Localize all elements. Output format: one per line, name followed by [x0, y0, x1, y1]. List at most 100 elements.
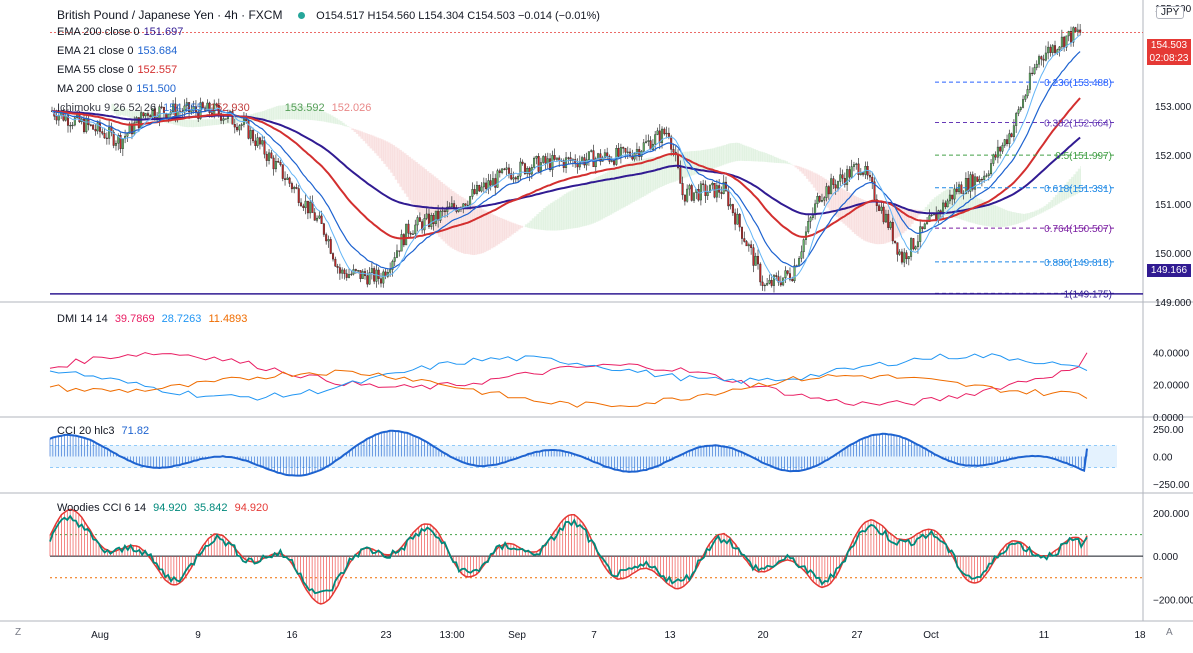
ichimoku-cloud: [397, 148, 400, 184]
ichimoku-cloud: [659, 155, 663, 188]
x-tick-label: 18: [1134, 630, 1146, 641]
ichimoku-cloud: [127, 109, 130, 118]
candle: [987, 173, 990, 176]
ichimoku-cloud: [362, 132, 366, 142]
candle: [73, 117, 76, 126]
ichimoku-cloud: [175, 117, 178, 126]
ichimoku-cloud: [751, 148, 754, 162]
candle: [304, 200, 307, 208]
indicator-legend-0: EMA 200 close 0 151.697: [57, 25, 187, 39]
ichimoku-cloud: [636, 160, 640, 200]
candle: [485, 182, 488, 190]
candle: [71, 124, 74, 127]
ichimoku-cloud: [757, 151, 761, 162]
ichimoku-cloud: [764, 153, 768, 163]
candle: [715, 185, 718, 198]
candle: [622, 147, 625, 149]
ichimoku-cloud: [264, 110, 268, 121]
candle: [1044, 52, 1047, 61]
candle: [759, 263, 762, 283]
woodies-tick-label: 200.000: [1153, 509, 1190, 520]
ichimoku-cloud: [1011, 211, 1015, 226]
ichimoku-cloud: [467, 201, 471, 255]
ichimoku-cloud: [358, 130, 361, 137]
candle: [94, 129, 97, 132]
candle: [1042, 58, 1045, 61]
candle: [277, 161, 280, 163]
ichimoku-cloud: [289, 104, 293, 120]
ichimoku-cloud: [911, 209, 914, 224]
candle: [747, 244, 750, 247]
ichimoku-cloud: [687, 151, 690, 177]
dmi-adx-value: 11.4893: [208, 313, 248, 325]
candle: [350, 273, 353, 276]
candle: [306, 200, 309, 214]
ichimoku-cloud: [476, 206, 480, 255]
auto-scale-button[interactable]: A: [1166, 627, 1173, 638]
ichimoku-cloud: [481, 209, 485, 254]
candle: [85, 118, 88, 133]
candle: [722, 181, 725, 194]
ichimoku-cloud: [1000, 207, 1003, 227]
candle: [738, 213, 741, 228]
ichimoku-cloud: [305, 106, 309, 120]
ichimoku-cloud: [550, 202, 553, 231]
ichimoku-cloud: [604, 172, 608, 218]
candle: [1017, 109, 1020, 114]
candle: [464, 203, 467, 206]
candle: [400, 234, 403, 252]
ichimoku-cloud: [444, 185, 448, 244]
candle: [793, 265, 796, 282]
candle: [578, 161, 581, 168]
candle: [418, 217, 421, 222]
candle: [338, 267, 341, 274]
ichimoku-cloud: [465, 199, 469, 254]
ichimoku-cloud: [579, 185, 583, 227]
candle: [297, 188, 300, 203]
candle: [951, 194, 954, 200]
candle: [233, 124, 236, 128]
ichimoku-cloud: [1050, 199, 1054, 208]
ichimoku-cloud: [1029, 212, 1033, 219]
candle: [848, 169, 851, 178]
candle: [960, 184, 963, 194]
candle: [448, 206, 451, 208]
candle: [903, 252, 906, 263]
ichimoku-cloud: [534, 216, 537, 230]
ichimoku-cloud: [769, 154, 773, 163]
x-tick-label: 16: [286, 630, 298, 641]
ichimoku-cloud: [189, 119, 192, 128]
ichimoku-cloud: [415, 162, 418, 210]
candle: [731, 204, 734, 214]
indicator-value: 153.684: [137, 45, 178, 57]
ichimoku-cloud: [712, 148, 715, 169]
candle: [1058, 46, 1061, 50]
ichimoku-cloud: [1073, 174, 1076, 196]
candle: [434, 210, 437, 225]
candle: [807, 221, 810, 233]
ichimoku-cloud: [184, 119, 188, 127]
candle: [1019, 107, 1022, 110]
candle: [914, 246, 917, 250]
ichimoku-cloud: [426, 171, 430, 225]
ichimoku-cloud: [428, 172, 432, 227]
candle: [551, 155, 554, 171]
ichimoku-cloud: [689, 151, 693, 176]
candle: [361, 271, 364, 279]
ichimoku-cloud: [136, 110, 140, 119]
ichimoku-cloud: [614, 167, 617, 213]
ichimoku-cloud: [721, 145, 725, 166]
timezone-button[interactable]: Z: [15, 627, 22, 638]
candle: [416, 217, 419, 226]
currency-button[interactable]: JPY: [1156, 6, 1185, 19]
ichimoku-cloud: [520, 225, 523, 228]
candle: [220, 113, 223, 121]
candle: [1047, 46, 1050, 54]
candle: [1035, 63, 1038, 68]
ichimoku-cloud: [538, 212, 542, 230]
ichimoku-cloud: [671, 153, 674, 183]
ichimoku-cloud: [977, 198, 980, 225]
candle: [754, 255, 757, 266]
ichimoku-cloud: [314, 108, 318, 121]
